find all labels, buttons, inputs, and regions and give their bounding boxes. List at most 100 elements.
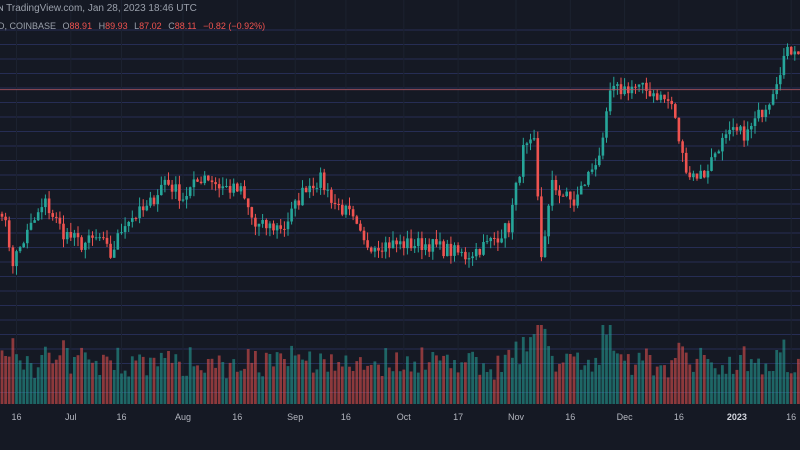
volume-bar: [420, 347, 424, 404]
volume-bar: [380, 376, 384, 404]
candle-body: [522, 145, 525, 177]
candle-body: [116, 233, 120, 250]
candle-body: [102, 237, 105, 239]
candle-body: [265, 220, 268, 229]
candle-body: [131, 218, 134, 222]
volume-bar: [684, 352, 688, 404]
volume-bar: [492, 379, 496, 404]
volume-bar: [775, 350, 779, 404]
volume-bar: [724, 373, 728, 404]
candle-body: [123, 226, 127, 233]
candle-body: [112, 249, 116, 258]
candle-body: [659, 94, 663, 100]
volume-bar: [692, 371, 695, 404]
candle-body: [543, 236, 547, 257]
volume-bar: [601, 325, 605, 404]
candle-body: [699, 170, 702, 179]
candle-body: [398, 241, 402, 245]
volume-bar: [550, 355, 554, 404]
candle-body: [608, 90, 612, 112]
volume-bar: [15, 354, 18, 404]
candle-body: [333, 202, 337, 204]
volume-bar: [572, 356, 576, 404]
candle-body: [120, 232, 123, 234]
candle-body: [641, 82, 644, 85]
volume-bar: [427, 362, 431, 404]
volume-bar: [478, 374, 482, 404]
candle-body: [178, 184, 181, 201]
candle-body: [507, 223, 511, 233]
volume-bar: [11, 338, 15, 404]
candle-body: [728, 129, 731, 135]
candle-body: [243, 186, 246, 199]
candle-body: [789, 46, 793, 55]
volume-bar: [655, 366, 659, 404]
volume-bar: [496, 355, 500, 404]
candle-body: [127, 222, 130, 227]
volume-bar: [460, 362, 464, 404]
volume-bar: [333, 370, 337, 404]
volume-bar: [634, 364, 637, 404]
volume-bar: [409, 371, 413, 404]
candle-body: [236, 183, 239, 192]
candle-body: [109, 243, 112, 258]
volume-bar: [688, 364, 692, 404]
volume-bar: [395, 352, 398, 404]
candle-body: [351, 209, 355, 217]
volume-bar: [797, 358, 800, 404]
price-chart[interactable]: [0, 0, 800, 404]
x-tick-label: Jul: [65, 412, 77, 422]
volume-bar: [326, 371, 330, 404]
volume-bar: [453, 360, 456, 404]
volume-bar: [695, 358, 699, 404]
x-tick-label: 16: [786, 412, 797, 422]
candle-body: [731, 127, 735, 130]
candle-body: [91, 235, 94, 238]
volume-bar: [239, 370, 243, 404]
low-value: 87.02: [139, 21, 162, 31]
candle-body: [623, 86, 626, 95]
volume-bar: [206, 359, 210, 404]
volume-bar: [69, 373, 73, 404]
candle-body: [203, 175, 206, 184]
time-axis[interactable]: 16 Jul 16 Aug 16 Sep 16 Oct 17 Nov 16 Dec 16 2023 16: [0, 404, 800, 450]
volume-bar: [554, 371, 558, 404]
low-label: L: [134, 21, 140, 31]
candle-body: [768, 104, 771, 110]
candle-body: [750, 126, 753, 130]
candle-body: [319, 172, 322, 188]
volume-bar: [612, 350, 616, 404]
volume-bar: [308, 351, 312, 404]
volume-bar: [58, 355, 62, 404]
candle-body: [735, 127, 739, 131]
volume-bar: [94, 360, 98, 404]
candle-body: [105, 237, 109, 244]
volume-bar: [65, 348, 69, 404]
volume-bar: [786, 372, 789, 404]
volume-bar: [337, 362, 341, 404]
candle-body: [587, 171, 590, 185]
candle-body: [141, 206, 145, 211]
volume-bar: [275, 352, 279, 404]
grid-lines: [0, 0, 800, 404]
candle-body: [312, 185, 315, 189]
candle-body: [377, 248, 380, 251]
candle-body: [156, 195, 159, 205]
candle-body: [605, 111, 608, 138]
candle-body: [746, 129, 749, 141]
candle-body: [344, 205, 348, 215]
volume-bar: [243, 368, 246, 404]
x-tick-label: 17: [453, 412, 464, 422]
volume-bar: [626, 354, 630, 404]
volume-bar: [36, 367, 40, 404]
volume-bar: [670, 360, 674, 404]
candle-body: [565, 191, 568, 196]
volume-bar: [134, 360, 138, 404]
volume-bar: [666, 377, 670, 404]
candle-body: [532, 138, 536, 140]
volume-bar: [511, 357, 514, 404]
volume-bar: [257, 372, 261, 404]
volume-bar: [149, 357, 152, 404]
candle-body: [192, 179, 196, 188]
